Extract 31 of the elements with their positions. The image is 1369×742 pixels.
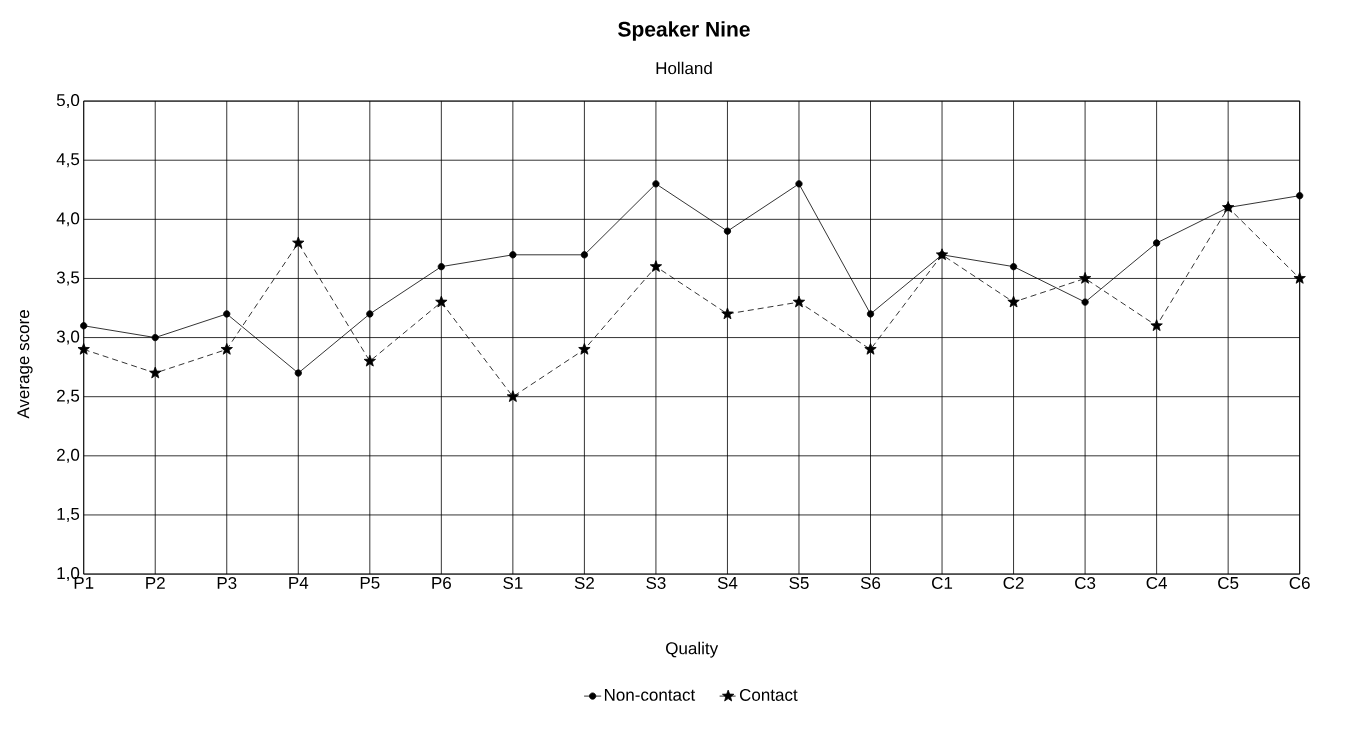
x-tick-label: C4 <box>1146 576 1167 589</box>
y-axis-title: Average score <box>17 310 33 419</box>
x-tick-label: P3 <box>217 576 237 589</box>
y-tick-label: 3,0 <box>56 330 80 345</box>
x-tick-label: S2 <box>574 576 594 589</box>
x-tick-label: P6 <box>432 576 451 589</box>
x-tick-label: C2 <box>1003 576 1024 589</box>
x-tick-label: C5 <box>1218 576 1239 589</box>
y-tick-label: 3,5 <box>56 271 80 286</box>
legend-label: Non-contact <box>604 688 696 701</box>
x-tick-label: C6 <box>1289 576 1310 589</box>
x-tick-label: C1 <box>932 576 953 589</box>
x-axis-title: Quality <box>666 641 719 658</box>
x-tick-label: S6 <box>860 576 881 589</box>
x-tick-label: C3 <box>1075 576 1096 589</box>
chart-title: Speaker Nine <box>618 21 750 41</box>
legend-label: Contact <box>739 688 798 701</box>
y-tick-label: 2,5 <box>57 389 80 404</box>
x-tick-label: P4 <box>289 576 309 589</box>
y-tick-label: 5,0 <box>56 94 80 109</box>
x-tick-label: P2 <box>146 576 165 589</box>
chart-subtitle: Holland <box>656 61 712 75</box>
y-tick-label: 2,0 <box>57 448 80 463</box>
x-tick-label: S1 <box>503 576 523 589</box>
x-tick-label: S5 <box>789 576 809 589</box>
y-tick-label: 4,0 <box>56 212 80 227</box>
x-tick-label: S4 <box>717 576 738 589</box>
x-tick-label: P5 <box>360 576 380 589</box>
y-tick-label: 4,5 <box>56 153 80 168</box>
x-tick-label: S3 <box>646 576 666 589</box>
y-tick-label: 1,5 <box>57 508 80 522</box>
